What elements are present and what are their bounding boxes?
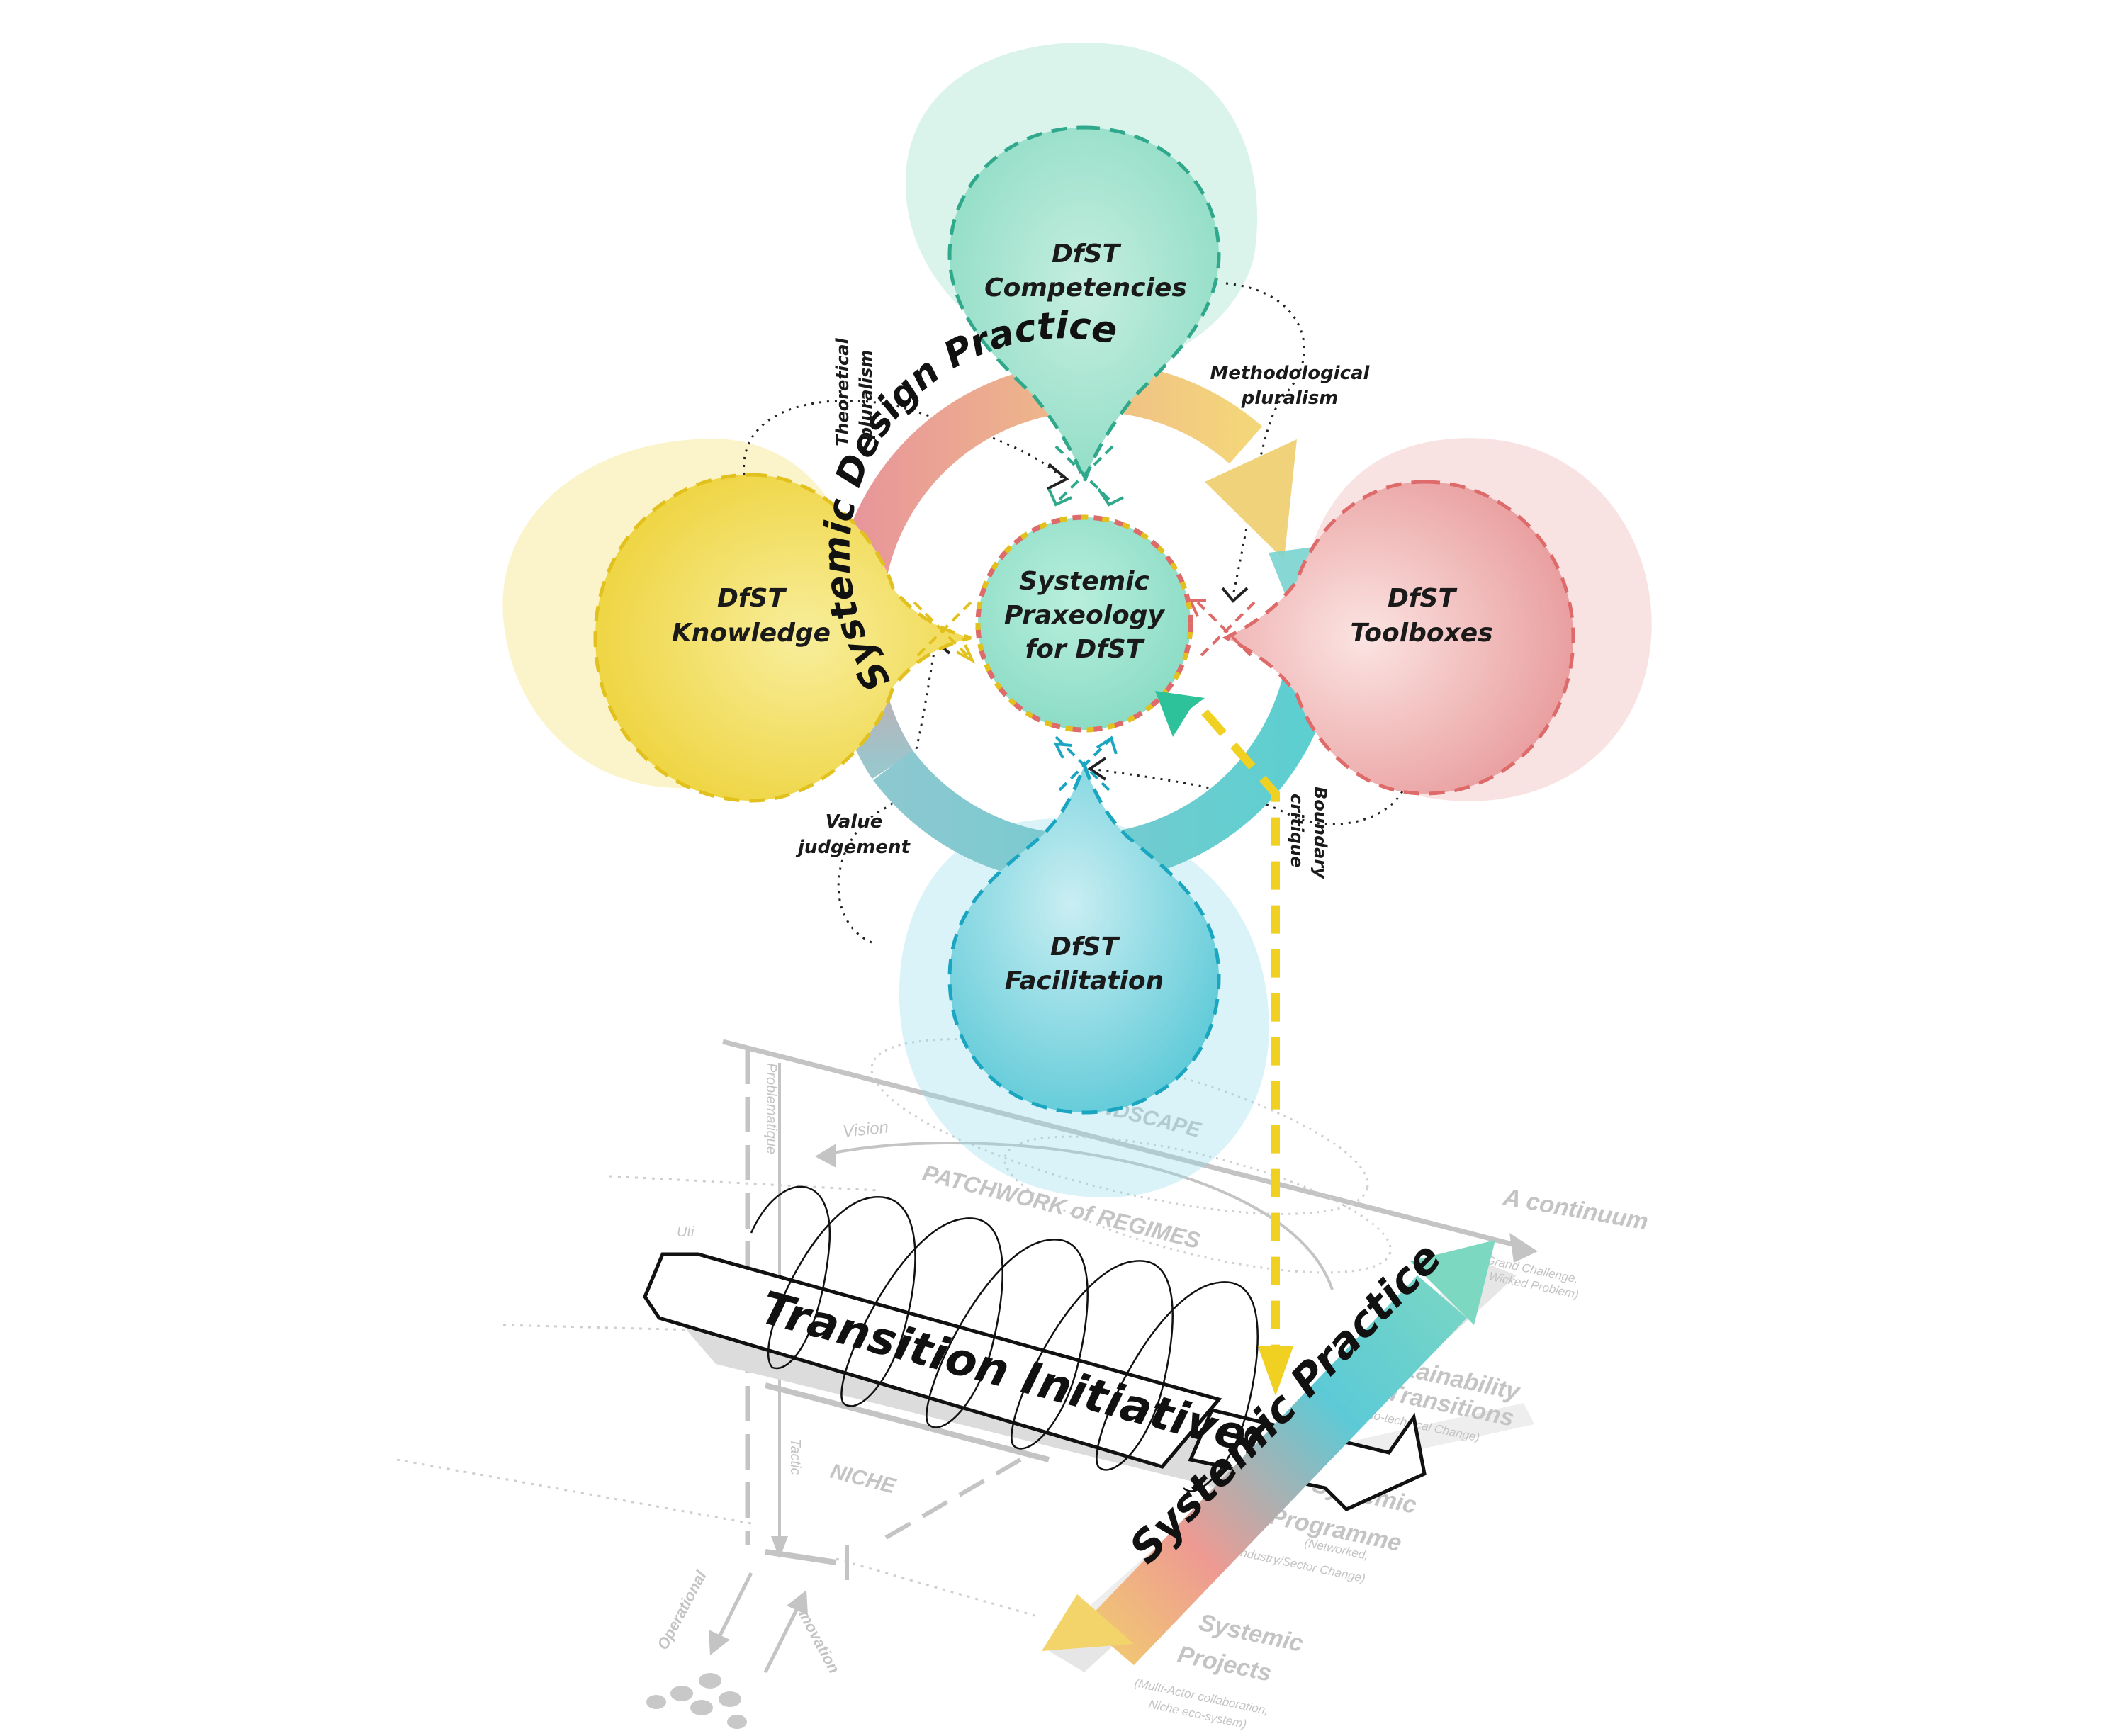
center-line2: Praxeology — [1004, 601, 1166, 630]
continuum-label: A continuum — [1501, 1183, 1650, 1235]
node-competencies: DfST Competencies — [947, 125, 1221, 487]
utility-label: Uti — [677, 1224, 694, 1240]
competencies-line2: Competencies — [984, 274, 1187, 303]
competencies-teardrop — [947, 125, 1221, 487]
yellow-arrowhead — [1258, 1346, 1293, 1396]
operational-label: Operational — [653, 1567, 710, 1652]
boundary-line2: critique — [1287, 794, 1307, 868]
knowledge-teardrop — [593, 473, 972, 803]
yellow-connector — [1155, 691, 1293, 1396]
node-center: Systemic Praxeology for DfST — [975, 514, 1193, 733]
tactic-label: Tactic — [787, 1438, 803, 1475]
methodological-line2: pluralism — [1241, 388, 1339, 409]
theoretical-line1: Theoretical — [833, 338, 853, 446]
transition-coil — [750, 1185, 1259, 1492]
value-line2: judgement — [795, 837, 911, 858]
knowledge-line1: DfST — [717, 584, 787, 613]
center-ring-yellow — [975, 514, 1193, 733]
center-pointer — [1155, 691, 1205, 737]
practice-head-bottom — [1042, 1594, 1134, 1651]
knowledge-line2: Knowledge — [672, 619, 831, 648]
center-line1: Systemic — [1019, 567, 1149, 596]
innovation-label: Innovation — [791, 1599, 843, 1676]
practice-head-top — [1410, 1240, 1495, 1325]
toolboxes-line2: Toolboxes — [1350, 619, 1492, 648]
toolboxes-line1: DfST — [1388, 584, 1457, 613]
vision-label: Vision — [842, 1117, 889, 1142]
node-knowledge: DfST Knowledge — [593, 473, 972, 803]
theoretical-line2: pluralism — [856, 350, 876, 440]
practice-body — [1084, 1275, 1467, 1665]
dotted-connectors — [743, 282, 1412, 944]
problematique-label: Problematique — [763, 1063, 779, 1154]
ring-top-arrowhead — [1205, 439, 1297, 560]
competencies-line1: DfST — [1052, 239, 1121, 269]
facilitation-line2: Facilitation — [1005, 966, 1164, 996]
value-line1: Value — [826, 811, 883, 833]
node-toolboxes: DfST Toolboxes — [1222, 480, 1575, 796]
toolboxes-teardrop — [1222, 480, 1575, 796]
ring-top-segment — [834, 361, 1263, 598]
yellow-dashed-path — [1201, 709, 1280, 1346]
facilitation-teardrop — [947, 760, 1221, 1115]
annotations: Theoretical pluralism Methodological plu… — [795, 338, 1371, 880]
methodological-line1: Methodological — [1210, 363, 1371, 384]
center-circle — [978, 517, 1191, 730]
center-line3: for DfST — [1025, 635, 1145, 664]
transition-bar — [643, 1252, 1222, 1469]
node-facilitation: DfST Facilitation — [947, 760, 1221, 1115]
boundary-line1: Boundary — [1310, 787, 1330, 879]
facilitation-line1: DfST — [1050, 932, 1120, 962]
niche-label: NICHE — [828, 1460, 899, 1499]
